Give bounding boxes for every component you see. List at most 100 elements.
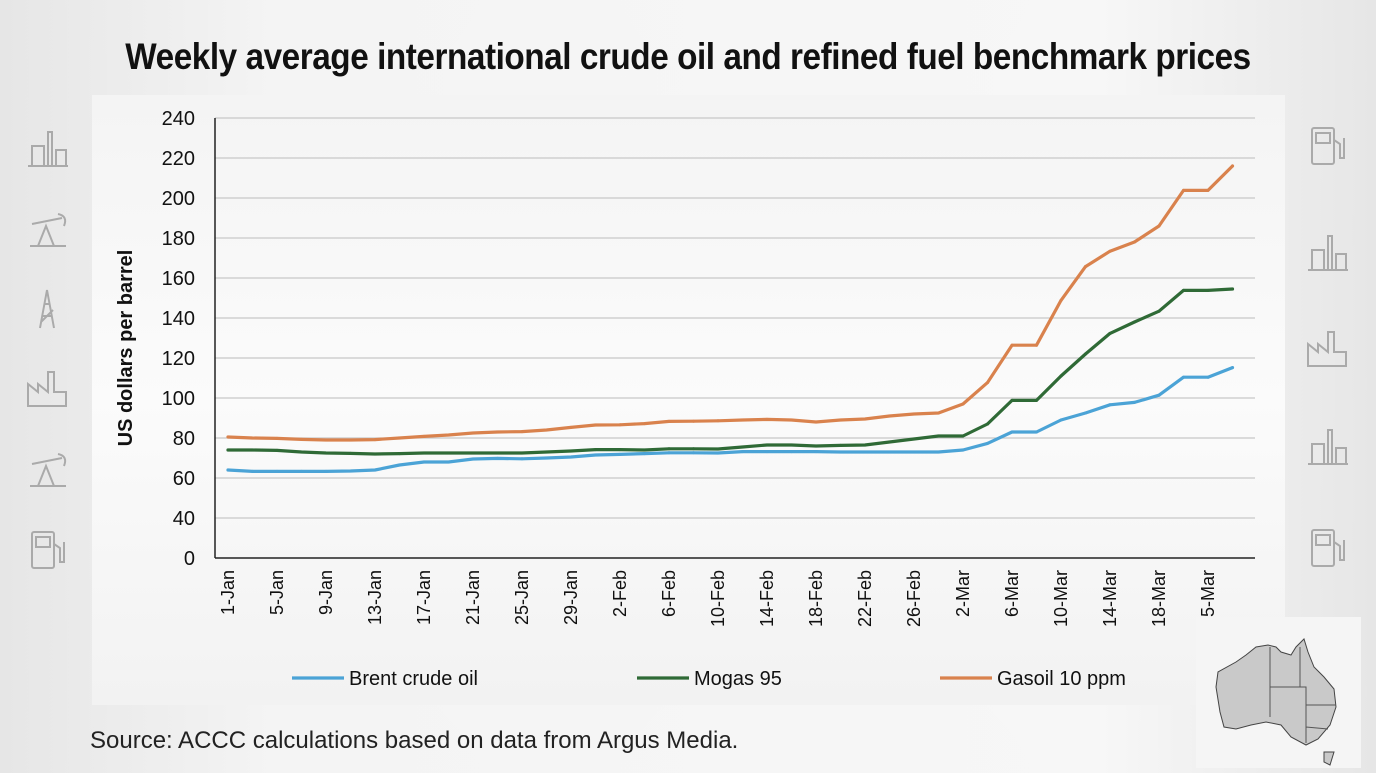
y-tick-label: 60 xyxy=(173,468,195,490)
y-tick-label: 160 xyxy=(162,268,195,290)
data-point xyxy=(741,418,744,422)
data-point xyxy=(373,468,377,472)
y-axis-label: US dollars per barrel xyxy=(115,250,137,447)
data-point xyxy=(300,437,303,441)
x-tick-label: 1-Jan xyxy=(218,570,238,615)
data-point xyxy=(839,418,842,422)
y-tick-label: 220 xyxy=(162,148,195,170)
data-point xyxy=(349,438,352,442)
data-point xyxy=(1084,411,1087,415)
data-point xyxy=(839,450,842,454)
series-line xyxy=(226,366,1235,473)
legend-label: Gasoil 10 ppm xyxy=(997,668,1126,690)
data-point xyxy=(814,420,818,424)
data-point xyxy=(618,448,622,452)
data-point xyxy=(471,431,475,435)
x-tick-label: 9-Jan xyxy=(316,570,336,615)
y-tick-label: 100 xyxy=(162,388,195,410)
data-point xyxy=(790,418,793,422)
data-point xyxy=(471,451,475,455)
data-point xyxy=(790,443,793,447)
refinery-icon xyxy=(1302,226,1352,276)
data-point xyxy=(496,456,499,460)
data-point xyxy=(373,438,377,442)
data-point xyxy=(226,435,230,439)
data-point xyxy=(863,450,867,454)
data-point xyxy=(1035,430,1038,434)
data-point xyxy=(251,469,254,473)
data-point xyxy=(912,450,916,454)
data-point xyxy=(496,451,499,455)
data-point xyxy=(716,419,720,423)
data-point xyxy=(1231,287,1234,291)
y-tick-label: 40 xyxy=(173,508,195,530)
data-point xyxy=(1133,240,1136,244)
data-point xyxy=(937,450,940,454)
data-point xyxy=(447,460,450,464)
data-point xyxy=(1084,352,1087,356)
x-tick-label: 13-Jan xyxy=(365,570,385,625)
data-point xyxy=(373,452,377,456)
data-point xyxy=(961,434,965,438)
fuel-pump-icon xyxy=(1302,120,1352,170)
data-point xyxy=(1133,320,1136,324)
data-point xyxy=(790,450,793,454)
x-tick-label: 14-Feb xyxy=(757,570,777,627)
data-point xyxy=(569,455,573,459)
oil-pump-icon xyxy=(22,444,72,494)
data-point xyxy=(520,430,524,434)
x-tick-label: 6-Mar xyxy=(1002,570,1022,617)
x-tick-label: 18-Feb xyxy=(806,570,826,627)
data-point xyxy=(912,437,916,441)
data-point xyxy=(1059,418,1063,422)
oil-derrick-icon xyxy=(22,284,72,334)
data-point xyxy=(937,434,940,438)
data-point xyxy=(1206,188,1210,192)
data-point xyxy=(667,451,671,455)
data-point xyxy=(520,457,524,461)
data-point xyxy=(888,414,891,418)
data-point xyxy=(692,447,695,451)
data-point xyxy=(1182,375,1185,379)
data-point xyxy=(1182,188,1185,192)
data-point xyxy=(545,450,548,454)
data-point xyxy=(1035,398,1038,402)
data-point xyxy=(814,450,818,454)
data-point xyxy=(422,460,426,464)
data-point xyxy=(594,453,597,457)
data-point xyxy=(1133,400,1136,404)
data-point xyxy=(643,452,646,456)
data-point xyxy=(1010,398,1014,402)
data-point xyxy=(986,441,989,445)
data-point xyxy=(741,450,744,454)
data-point xyxy=(937,411,940,415)
data-point xyxy=(1108,403,1112,407)
data-point xyxy=(1231,164,1234,168)
data-point xyxy=(300,450,303,454)
data-point xyxy=(520,451,524,455)
data-point xyxy=(1010,430,1014,434)
factory-icon xyxy=(1302,322,1352,372)
data-point xyxy=(226,448,230,452)
x-tick-label: 6-Feb xyxy=(659,570,679,617)
data-point xyxy=(667,419,671,423)
data-point xyxy=(1010,343,1014,347)
series-line xyxy=(226,287,1235,456)
data-point xyxy=(667,447,671,451)
data-point xyxy=(447,451,450,455)
series-mogas-95 xyxy=(226,287,1235,456)
data-point xyxy=(275,436,279,440)
data-point xyxy=(349,451,352,455)
data-point xyxy=(324,451,328,455)
data-point xyxy=(422,434,426,438)
x-tick-label: 14-Mar xyxy=(1100,570,1120,627)
x-tick-label: 10-Mar xyxy=(1051,570,1071,627)
chart-panel: 0 40 60 80 100 120 140 160 180 200 220 240 1-Jan 5-Ja… xyxy=(92,95,1285,705)
x-tick-label: 25-Jan xyxy=(512,570,532,625)
data-point xyxy=(839,443,842,447)
data-point xyxy=(1108,331,1112,335)
data-point xyxy=(545,428,548,432)
data-point xyxy=(1059,374,1063,378)
data-point xyxy=(1206,288,1210,292)
data-point xyxy=(324,469,328,473)
